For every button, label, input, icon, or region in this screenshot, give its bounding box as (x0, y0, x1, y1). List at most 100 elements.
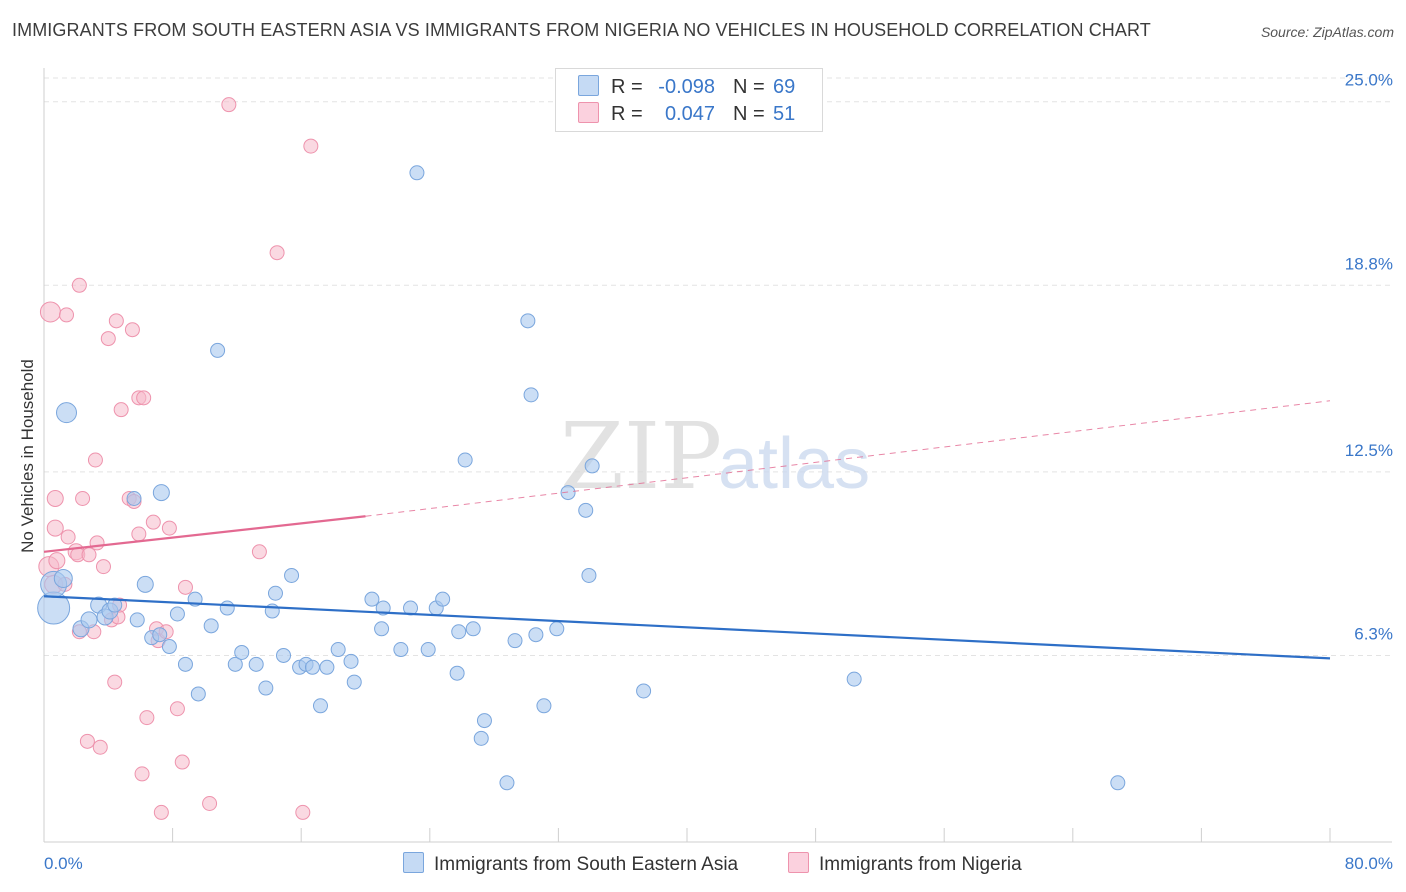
data-point-nigeria (60, 529, 76, 545)
data-point-nigeria (48, 552, 66, 570)
legend-n-label: N = (733, 76, 765, 98)
y-tick-label: 25.0% (1345, 71, 1393, 90)
data-point-nigeria (269, 245, 285, 261)
data-point-sea (276, 647, 292, 663)
data-point-sea (190, 686, 206, 702)
data-point-nigeria (177, 579, 193, 595)
legend-swatch-pink (578, 102, 599, 123)
legend-row-nigeria: R = 0.047 N = 51 (578, 102, 795, 126)
watermark: ZIP atlas (560, 403, 870, 510)
data-point-sea (203, 618, 219, 634)
data-point-sea (284, 567, 300, 583)
bottom-legend-swatch-pink (788, 852, 809, 873)
data-point-nigeria (303, 138, 319, 154)
x-tick-label: 0.0% (44, 854, 83, 873)
data-point-sea (343, 653, 359, 669)
data-point-sea (80, 611, 98, 629)
data-point-sea (56, 402, 78, 424)
data-point-nigeria (221, 97, 237, 113)
data-point-nigeria (46, 519, 64, 537)
data-point-sea (177, 656, 193, 672)
chart-title: IMMIGRANTS FROM SOUTH EASTERN ASIA VS IM… (12, 20, 1151, 40)
data-point-sea (420, 642, 436, 658)
data-point-sea (210, 342, 226, 358)
data-point-sea (152, 484, 170, 502)
legend-swatch-blue (578, 75, 599, 96)
data-point-nigeria (153, 804, 169, 820)
data-point-nigeria (75, 490, 91, 506)
data-point-nigeria (46, 489, 64, 507)
data-point-nigeria (59, 307, 75, 323)
data-point-nigeria (134, 766, 150, 782)
data-point-nigeria (295, 804, 311, 820)
data-point-nigeria (251, 544, 267, 560)
legend-r-label: R = (611, 103, 643, 125)
data-point-sea (312, 698, 328, 714)
data-point-sea (584, 458, 600, 474)
data-point-sea (248, 656, 264, 672)
data-point-sea (330, 642, 346, 658)
legend-r-value: 0.047 (664, 103, 715, 125)
data-point-sea (1110, 775, 1126, 791)
data-point-sea (169, 606, 185, 622)
trend-line-sea (43, 595, 1331, 660)
data-point-sea (364, 591, 380, 607)
data-point-sea (536, 698, 552, 714)
watermark-atlas: atlas (718, 424, 870, 504)
data-point-nigeria (124, 322, 140, 338)
source-label: Source: ZipAtlas.com (1260, 24, 1394, 40)
data-point-sea (476, 713, 492, 729)
data-point-sea (846, 671, 862, 687)
data-point-nigeria (202, 796, 218, 812)
data-point-nigeria (139, 710, 155, 726)
data-point-nigeria (79, 733, 95, 749)
x-tick-label: 80.0% (1345, 854, 1393, 873)
data-point-sea (319, 659, 335, 675)
data-point-sea (449, 665, 465, 681)
watermark-zip: ZIP (560, 403, 722, 510)
data-point-sea (549, 621, 565, 637)
data-point-nigeria (107, 674, 123, 690)
data-point-nigeria (81, 547, 97, 563)
data-point-sea (435, 591, 451, 607)
legend-n-value: 51 (773, 103, 796, 125)
data-point-nigeria (108, 313, 124, 329)
grid-layer (44, 77, 1392, 656)
data-point-nigeria (145, 514, 161, 530)
data-point-sea (219, 600, 235, 616)
tick-labels: 6.3% 12.5% 18.8% 25.0% 0.0% 80.0% (44, 71, 1393, 873)
data-point-sea (581, 567, 597, 583)
trend-line-nigeria-extension (365, 400, 1331, 517)
trend-line-nigeria (43, 515, 366, 553)
legend-n-label: N = (733, 103, 765, 125)
data-point-sea (523, 387, 539, 403)
bottom-legend-swatch-blue (403, 852, 424, 873)
data-point-sea (374, 621, 390, 637)
data-point-sea (451, 624, 467, 640)
axes-layer (43, 68, 1392, 843)
data-point-sea (473, 730, 489, 746)
data-point-sea (129, 612, 145, 628)
trend-lines (43, 400, 1331, 660)
bottom-legend-nigeria: Immigrants from Nigeria (788, 852, 1022, 876)
legend-n-value: 69 (773, 76, 796, 98)
y-tick-label: 6.3% (1354, 624, 1393, 643)
data-point-sea (267, 585, 283, 601)
correlation-legend: R = -0.098 N = 69 R = 0.047 N = 51 (555, 68, 823, 132)
data-point-sea (507, 633, 523, 649)
data-point-nigeria (113, 402, 129, 418)
data-point-sea (304, 659, 320, 675)
data-point-nigeria (169, 701, 185, 717)
data-point-nigeria (39, 301, 61, 323)
data-point-nigeria (89, 535, 105, 551)
data-point-sea (499, 775, 515, 791)
bottom-legend-label: Immigrants from South Eastern Asia (434, 854, 739, 875)
data-point-nigeria (71, 277, 87, 293)
legend-row-sea: R = -0.098 N = 69 (578, 75, 795, 99)
data-point-nigeria (174, 754, 190, 770)
data-point-nigeria (100, 331, 116, 347)
bottom-legend-sea: Immigrants from South Eastern Asia (403, 852, 738, 876)
y-axis-label: No Vehicles in Household (18, 359, 37, 553)
data-point-sea (636, 683, 652, 699)
